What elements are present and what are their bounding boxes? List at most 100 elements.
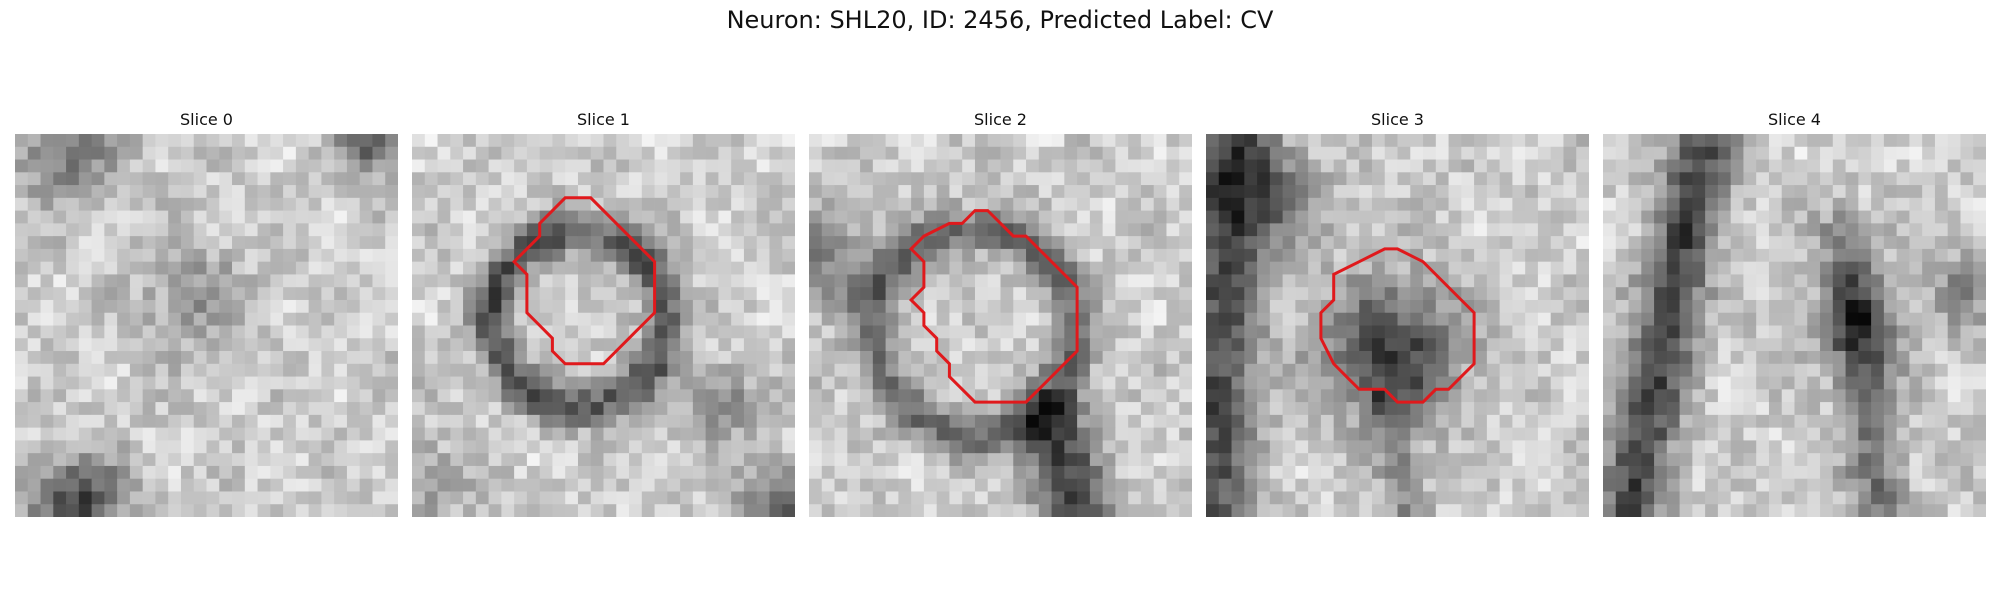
- pixel: [692, 197, 707, 211]
- pixel: [1679, 248, 1693, 263]
- pixel: [667, 299, 681, 314]
- pixel: [923, 210, 938, 224]
- pixel: [244, 504, 258, 517]
- pixel: [295, 274, 310, 288]
- pixel: [718, 402, 732, 416]
- pixel: [1973, 197, 1986, 211]
- pixel: [1051, 312, 1065, 326]
- pixel: [974, 414, 989, 429]
- pixel: [885, 427, 899, 441]
- pixel: [232, 274, 246, 288]
- pixel: [1115, 402, 1129, 416]
- pixel: [847, 440, 861, 454]
- pixel: [565, 248, 579, 263]
- pixel: [117, 261, 131, 275]
- pixel: [539, 287, 553, 301]
- pixel: [1461, 402, 1475, 416]
- pixel: [40, 223, 54, 237]
- pixel: [514, 312, 528, 326]
- pixel: [1576, 159, 1589, 173]
- pixel: [308, 491, 322, 505]
- pixel: [949, 325, 963, 339]
- pixel: [117, 223, 131, 237]
- pixel: [1576, 287, 1589, 301]
- pixel: [193, 312, 207, 326]
- pixel: [1973, 389, 1986, 403]
- pixel: [974, 236, 989, 250]
- pixel: [769, 402, 783, 416]
- pixel: [1397, 338, 1411, 352]
- pixel: [40, 402, 54, 416]
- pixel: [616, 248, 630, 263]
- pixel: [1295, 210, 1309, 224]
- pixel: [860, 287, 874, 301]
- pixel: [641, 287, 655, 301]
- pixel: [27, 504, 41, 517]
- pixel: [616, 197, 630, 211]
- pixel: [974, 172, 989, 186]
- pixel: [565, 274, 579, 288]
- pixel: [385, 134, 398, 148]
- pixel: [193, 478, 207, 492]
- pixel: [1128, 134, 1142, 148]
- pixel: [731, 440, 745, 454]
- pixel: [232, 402, 246, 416]
- pixel: [1794, 338, 1808, 352]
- pixel: [424, 236, 438, 250]
- pixel: [1537, 274, 1552, 288]
- pixel: [654, 338, 668, 352]
- slice-panel-3: Slice 3: [1206, 108, 1589, 517]
- pixel: [1960, 504, 1974, 517]
- pixel: [1064, 376, 1078, 390]
- pixel: [475, 185, 489, 199]
- pixel: [1909, 376, 1923, 390]
- pixel: [346, 312, 361, 326]
- pixel: [1794, 414, 1808, 429]
- pixel: [295, 414, 310, 429]
- pixel: [1858, 134, 1872, 148]
- pixel: [1077, 172, 1091, 186]
- pixel: [860, 465, 874, 480]
- pixel: [372, 478, 386, 492]
- pixel: [847, 299, 861, 314]
- pixel: [1486, 248, 1501, 263]
- pixel: [756, 159, 770, 173]
- pixel: [1461, 134, 1475, 148]
- pixel: [193, 172, 207, 186]
- pixel: [911, 351, 925, 365]
- pixel: [1359, 325, 1373, 339]
- pixel: [629, 465, 643, 480]
- pixel: [385, 389, 398, 403]
- pixel: [692, 134, 707, 148]
- pixel: [437, 248, 451, 263]
- pixel: [1807, 389, 1821, 403]
- pixel: [1615, 325, 1629, 339]
- pixel: [962, 159, 976, 173]
- pixel: [1845, 389, 1859, 403]
- pixel: [705, 478, 719, 492]
- pixel: [1820, 414, 1834, 429]
- pixel: [1102, 172, 1116, 186]
- pixel: [424, 248, 438, 263]
- pixel: [809, 236, 823, 250]
- pixel: [1717, 440, 1732, 454]
- pixel: [1397, 159, 1411, 173]
- pixel: [1922, 389, 1936, 403]
- pixel: [1000, 299, 1014, 314]
- pixel: [1641, 402, 1655, 416]
- pixel: [692, 440, 707, 454]
- pixel: [847, 146, 861, 160]
- pixel: [923, 453, 938, 467]
- pixel: [809, 504, 823, 517]
- pixel: [1128, 299, 1142, 314]
- pixel: [1206, 376, 1220, 390]
- pixel: [1423, 351, 1437, 365]
- pixel: [1295, 159, 1309, 173]
- pixel: [936, 134, 950, 148]
- pixel: [1960, 338, 1974, 352]
- pixel: [1231, 491, 1245, 505]
- pixel: [1384, 274, 1398, 288]
- pixel: [1858, 453, 1872, 467]
- pixel: [1206, 197, 1220, 211]
- pixel: [66, 338, 80, 352]
